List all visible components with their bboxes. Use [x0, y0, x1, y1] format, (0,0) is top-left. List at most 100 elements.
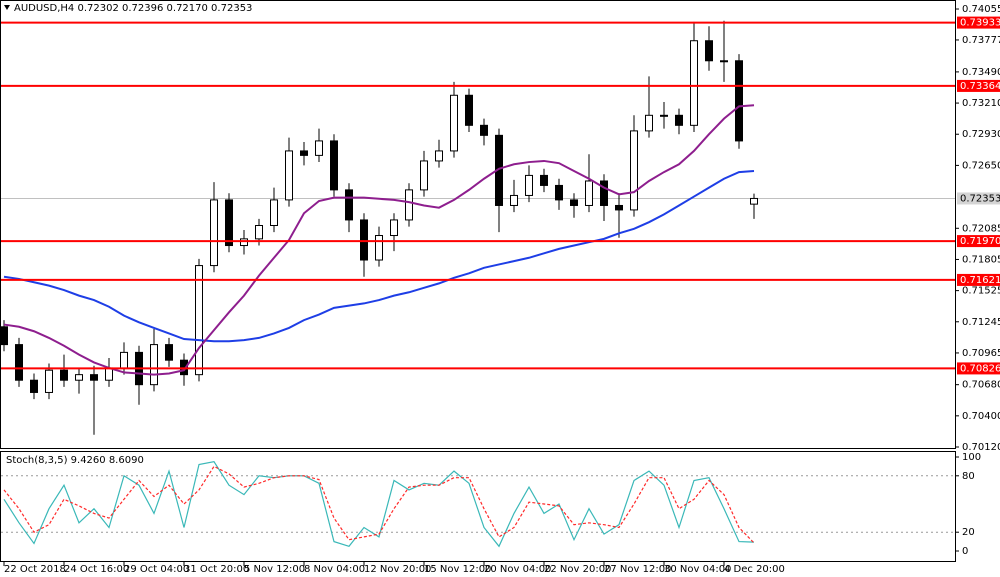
menu-triangle: [4, 5, 10, 10]
x-tick-label: 22 Nov 20:00: [544, 564, 611, 575]
indicator-title: Stoch(8,3,5) 9.4260 8.6090: [6, 455, 144, 466]
x-tick-label: 22 Oct 2018: [4, 564, 66, 575]
candle-body: [75, 374, 83, 381]
level-label-box: [957, 273, 1000, 286]
y-tick-label: 0.72085: [962, 223, 1000, 234]
candle-body: [585, 180, 593, 206]
candle-body: [15, 344, 23, 381]
candle-body: [195, 265, 203, 376]
candle-body: [555, 184, 563, 201]
x-tick-label: 29 Oct 04:00: [124, 564, 189, 575]
candle-body: [60, 369, 68, 381]
candle-body: [645, 114, 653, 132]
last-price-box: [957, 192, 1000, 205]
candle-body: [720, 60, 728, 63]
y-tick-label: 0: [962, 546, 968, 557]
candle-body: [675, 114, 683, 126]
candle-body: [690, 40, 698, 126]
y-tick-label: 0.72650: [962, 160, 1000, 171]
y-tick-label: 0.70680: [962, 380, 1000, 391]
candle-body: [615, 204, 623, 211]
candle-body: [450, 94, 458, 152]
level-label-box: [957, 79, 1000, 92]
candle-body: [315, 140, 323, 156]
candle-body: [360, 219, 368, 261]
candle-body: [0, 326, 8, 346]
y-tick-label: 0.72930: [962, 129, 1000, 140]
x-tick-label: 12 Nov 20:00: [364, 564, 431, 575]
candle-body: [210, 199, 218, 267]
y-tick-label: 0.73490: [962, 67, 1000, 78]
candle-body: [90, 374, 98, 381]
level-label: 0.73364: [960, 81, 1000, 92]
candle-body: [390, 219, 398, 237]
x-tick-label: 5 Nov 12:00: [244, 564, 305, 575]
stoch-line: [3, 465, 755, 544]
candle-body: [45, 369, 53, 393]
y-tick-label: 0.70400: [962, 411, 1000, 422]
candle-body: [165, 344, 173, 361]
candle-body: [150, 344, 158, 386]
candle-body: [30, 379, 38, 393]
candle-body: [300, 150, 308, 156]
level-label-box: [957, 362, 1000, 375]
y-tick-label: 0.71245: [962, 317, 1000, 328]
candle-body: [420, 160, 428, 191]
candle-body: [180, 359, 188, 376]
candle-body: [570, 199, 578, 206]
candle-body: [345, 189, 353, 221]
x-tick-label: 24 Oct 16:00: [64, 564, 129, 575]
level-label: 0.70826: [960, 363, 1000, 374]
candle-body: [375, 235, 383, 261]
x-tick-label: 20 Nov 04:00: [484, 564, 551, 575]
y-tick-label: 0.73777: [962, 35, 1000, 46]
level-label-box: [957, 16, 1000, 29]
moving-average: [3, 104, 755, 376]
y-tick-label: 100: [962, 452, 981, 463]
candle-body: [270, 199, 278, 227]
main-panel: [0, 0, 956, 449]
candle-body: [120, 351, 128, 369]
candle-body: [330, 140, 338, 191]
stoch-line: [3, 461, 755, 548]
x-tick-label: 15 Nov 12:00: [424, 564, 491, 575]
chart-title: AUDUSD,H4 0.72302 0.72396 0.72170 0.7235…: [14, 3, 252, 14]
stoch-panel: [0, 451, 956, 562]
candle-body: [105, 367, 113, 381]
candle-body: [480, 124, 488, 136]
x-tick-label: 27 Nov 12:00: [604, 564, 671, 575]
candle-body: [525, 174, 533, 196]
candle-body: [630, 130, 638, 211]
candle-body: [225, 199, 233, 247]
x-tick-label: 8 Nov 04:00: [304, 564, 365, 575]
y-tick-label: 0.70965: [962, 348, 1000, 359]
candle-body: [735, 60, 743, 142]
level-label: 0.71970: [960, 236, 1000, 247]
y-tick-label: 0.73210: [962, 98, 1000, 109]
candle-body: [255, 225, 263, 240]
y-tick-label: 0.71805: [962, 254, 1000, 265]
candle-body: [510, 194, 518, 206]
level-label-box: [957, 235, 1000, 248]
x-tick-label: 4 Dec 20:00: [724, 564, 785, 575]
candle-body: [435, 150, 443, 162]
y-tick-label: 0.71525: [962, 286, 1000, 297]
candle-body: [600, 180, 608, 206]
last-price-label: 0.72353: [960, 193, 1000, 204]
y-tick-label: 80: [962, 471, 975, 482]
level-label: 0.73933: [960, 18, 1000, 29]
x-tick-label: 31 Oct 20:00: [184, 564, 249, 575]
candle-body: [405, 189, 413, 221]
candle-body: [660, 114, 668, 117]
candle-body: [540, 174, 548, 186]
y-tick-label: 0.74055: [962, 4, 1000, 15]
y-tick-label: 20: [962, 527, 975, 538]
candle-body: [705, 40, 713, 62]
candle-body: [750, 197, 758, 205]
x-tick-label: 30 Nov 04:00: [664, 564, 731, 575]
candle-body: [240, 238, 248, 247]
candle-body: [285, 150, 293, 201]
candle-body: [465, 94, 473, 126]
y-tick-label: 0.70120: [962, 442, 1000, 453]
